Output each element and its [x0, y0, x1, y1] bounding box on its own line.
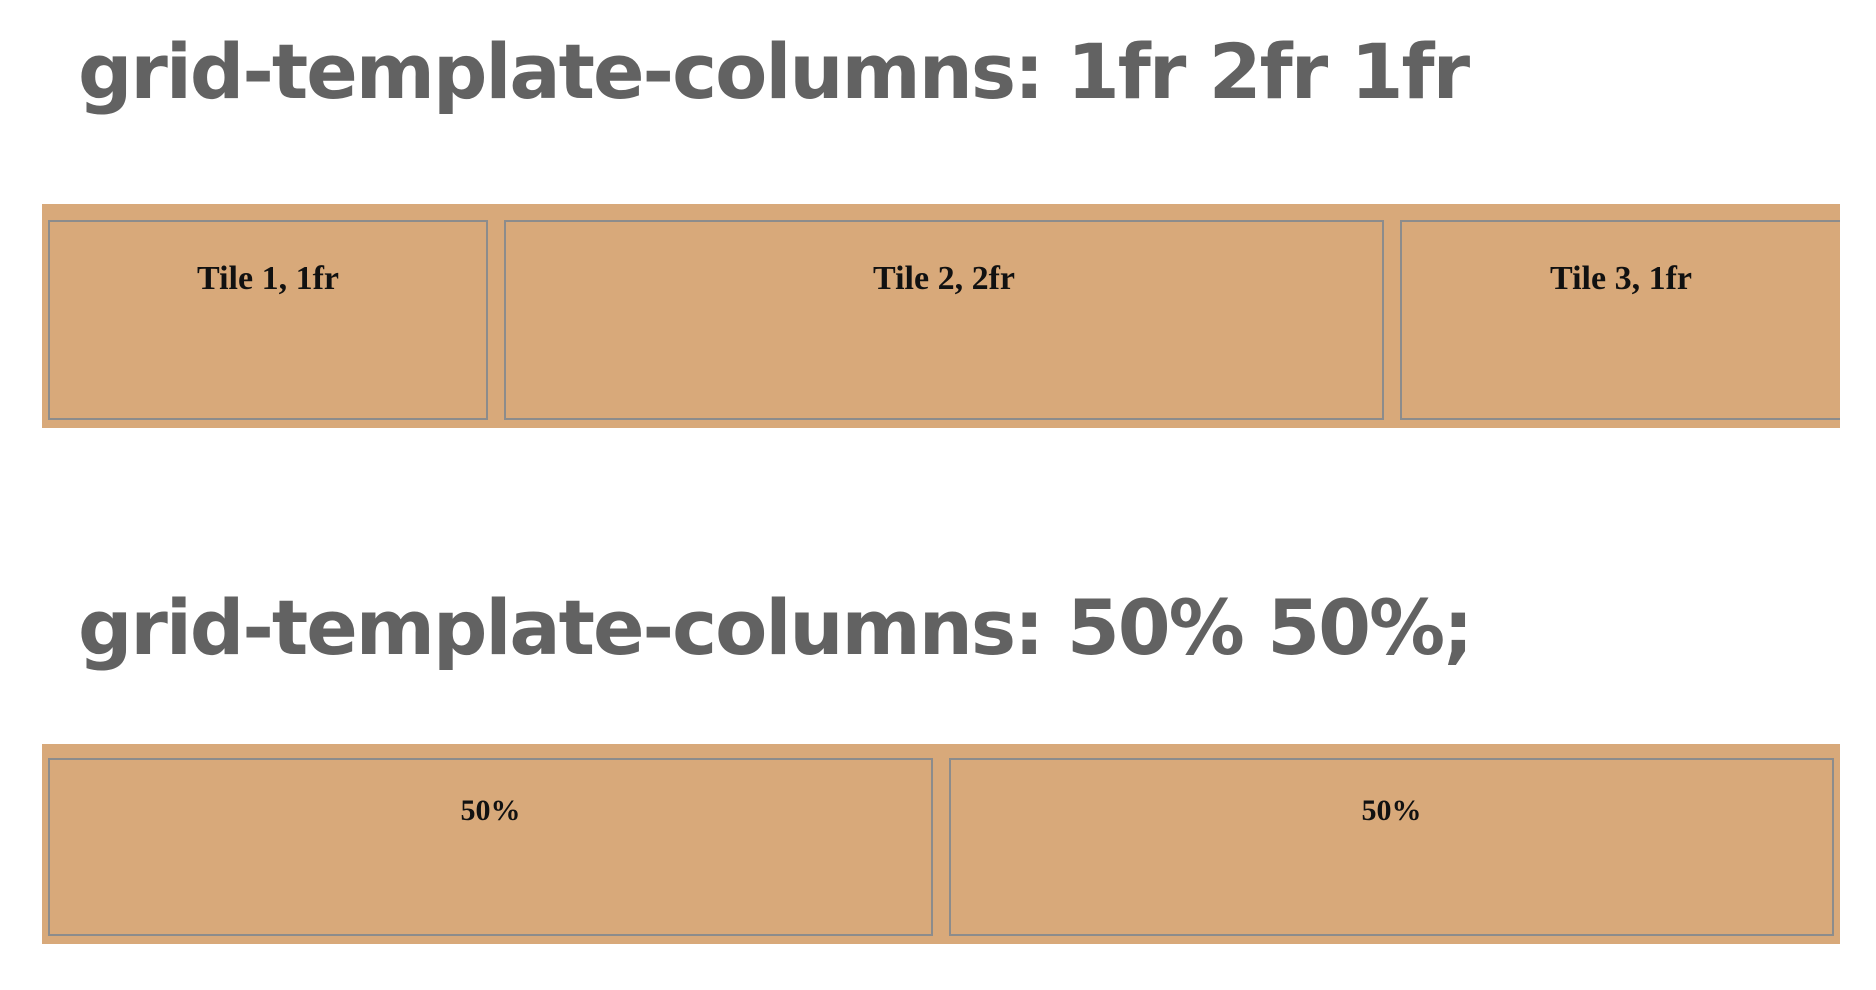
grid-fr-demo: Tile 1, 1fr Tile 2, 2fr Tile 3, 1fr	[42, 204, 1840, 428]
heading-fr-columns: grid-template-columns: 1fr 2fr 1fr	[78, 27, 1470, 116]
tile-1: Tile 1, 1fr	[48, 220, 488, 420]
tile-50-right: 50%	[949, 758, 1834, 936]
heading-percent-columns: grid-template-columns: 50% 50%;	[78, 583, 1474, 672]
tile-50-left: 50%	[48, 758, 933, 936]
grid-percent-demo: 50% 50%	[42, 744, 1840, 944]
tile-2: Tile 2, 2fr	[504, 220, 1384, 420]
tile-3: Tile 3, 1fr	[1400, 220, 1840, 420]
